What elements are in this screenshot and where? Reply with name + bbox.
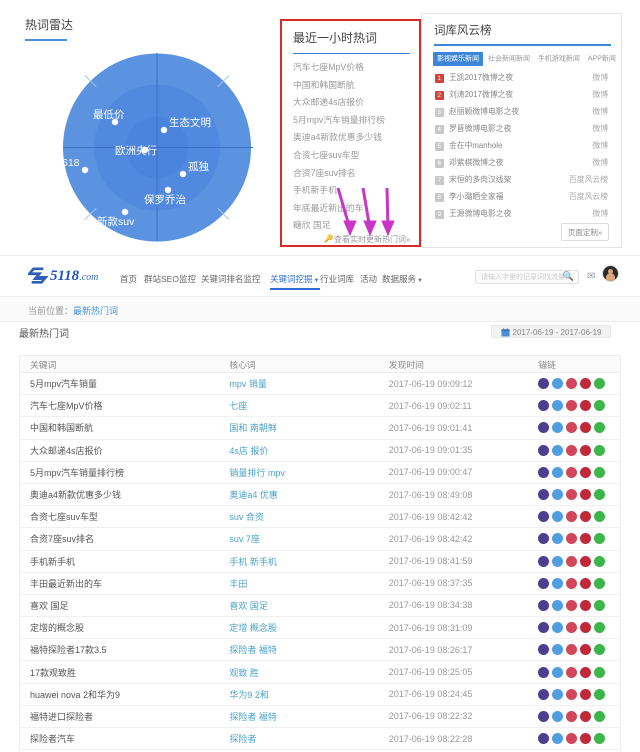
- svg-text:孤独: 孤独: [188, 160, 209, 173]
- svg-text:保罗乔治: 保罗乔治: [144, 193, 186, 206]
- svg-text:最低价: 最低价: [93, 108, 125, 121]
- svg-text:欧洲央行: 欧洲央行: [115, 144, 157, 157]
- svg-text:618: 618: [62, 157, 80, 169]
- svg-text:新款suv: 新款suv: [97, 215, 135, 228]
- svg-text:生态文明: 生态文明: [169, 116, 211, 129]
